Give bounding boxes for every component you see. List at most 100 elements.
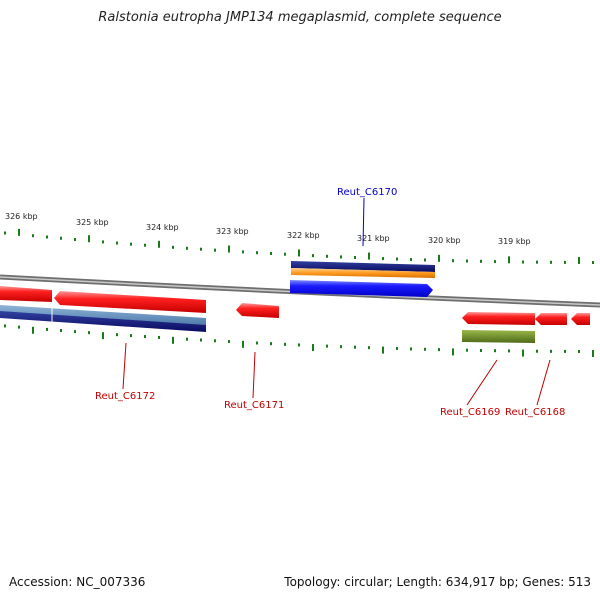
scale-label: 320 kbp xyxy=(428,236,461,245)
scale-tick xyxy=(354,345,356,349)
gene-feature-c6169-olive[interactable] xyxy=(462,330,535,343)
scale-tick xyxy=(410,347,412,351)
scale-tick xyxy=(4,324,6,328)
scale-tick xyxy=(466,259,468,263)
scale-tick xyxy=(396,257,398,261)
callout-line xyxy=(466,359,498,406)
scale-tick xyxy=(592,260,594,264)
scale-tick xyxy=(452,259,454,263)
scale-tick xyxy=(508,256,510,264)
scale-tick xyxy=(578,349,580,353)
accession-text: Accession: NC_007336 xyxy=(9,575,146,589)
scale-tick xyxy=(18,228,20,236)
scale-tick xyxy=(32,326,34,334)
scale-tick xyxy=(494,260,496,264)
scale-tick xyxy=(242,250,244,254)
map-title: Ralstonia eutropha JMP134 megaplasmid, c… xyxy=(98,10,502,25)
scale-tick xyxy=(200,338,202,342)
scale-tick xyxy=(270,342,272,346)
scale-tick xyxy=(144,335,146,339)
scale-tick xyxy=(368,346,370,350)
scale-tick xyxy=(74,330,76,334)
scale-label: 323 kbp xyxy=(216,227,249,236)
scale-tick xyxy=(382,257,384,261)
scale-label: 326 kbp xyxy=(5,212,38,221)
callout-line xyxy=(536,359,551,406)
scale-tick xyxy=(284,252,286,256)
scale-tick xyxy=(536,349,538,353)
gene-feature-c6172-main[interactable] xyxy=(54,291,206,313)
scale-label: 324 kbp xyxy=(146,223,179,232)
scale-tick xyxy=(60,236,62,240)
scale-tick xyxy=(424,347,426,351)
scale-label: 321 kbp xyxy=(357,234,390,243)
scale-tick xyxy=(424,258,426,262)
scale-tick xyxy=(214,248,216,252)
scale-ticks-lower xyxy=(4,324,594,357)
scale-tick xyxy=(494,349,496,353)
scale-tick xyxy=(550,260,552,264)
gene-feature-c6170-orange[interactable] xyxy=(291,268,435,278)
scale-tick xyxy=(74,238,76,242)
scale-tick xyxy=(340,255,342,259)
gene-feature-c6168-b[interactable] xyxy=(571,313,590,325)
scale-tick xyxy=(592,349,594,357)
scale-tick xyxy=(18,325,20,329)
scale-tick xyxy=(88,235,90,243)
scale-tick xyxy=(522,349,524,357)
scale-tick xyxy=(228,340,230,344)
scale-tick xyxy=(270,251,272,255)
scale-tick xyxy=(354,255,356,259)
gene-feature-c6169[interactable] xyxy=(462,312,535,325)
scale-tick xyxy=(88,331,90,335)
scale-tick xyxy=(32,234,34,238)
scale-tick xyxy=(102,240,104,244)
scale-tick xyxy=(298,249,300,257)
gene-label-c6168[interactable]: Reut_C6168 xyxy=(505,407,565,418)
scale-tick xyxy=(172,245,174,249)
scale-tick xyxy=(256,341,258,345)
gene-label-c6172[interactable]: Reut_C6172 xyxy=(95,391,155,402)
scale-tick xyxy=(130,242,132,246)
scale-tick xyxy=(522,260,524,264)
gene-label-c6170[interactable]: Reut_C6170 xyxy=(337,187,397,198)
gene-label-c6169[interactable]: Reut_C6169 xyxy=(440,407,500,418)
gene-feature-c6171[interactable] xyxy=(236,303,279,318)
scale-tick xyxy=(564,349,566,353)
scale-tick xyxy=(578,256,580,264)
scale-tick xyxy=(102,332,104,340)
scale-tick xyxy=(46,327,48,331)
scale-tick xyxy=(158,240,160,248)
topology-summary: Topology: circular; Length: 634,917 bp; … xyxy=(284,575,591,589)
scale-tick xyxy=(116,241,118,245)
gene-feature-c6172-left[interactable] xyxy=(0,286,52,302)
gene-feature-c6170-navy[interactable] xyxy=(291,261,435,272)
scale-tick xyxy=(466,348,468,352)
gene-feature-c6170-blue[interactable] xyxy=(290,280,433,297)
scale-tick xyxy=(396,347,398,351)
scale-tick xyxy=(312,344,314,352)
scale-tick xyxy=(144,243,146,247)
scale-tick xyxy=(480,348,482,352)
gene-label-c6171[interactable]: Reut_C6171 xyxy=(224,400,284,411)
scale-tick xyxy=(116,333,118,337)
scale-tick xyxy=(326,344,328,348)
scale-tick xyxy=(186,246,188,250)
scale-tick xyxy=(536,260,538,264)
gene-feature-c6168[interactable] xyxy=(535,313,567,325)
scale-tick xyxy=(438,254,440,262)
scale-tick xyxy=(228,245,230,253)
scale-tick xyxy=(410,258,412,262)
callout-line xyxy=(122,342,127,390)
callout-line xyxy=(252,351,256,399)
scale-label: 322 kbp xyxy=(287,231,320,240)
scale-tick xyxy=(326,254,328,258)
scale-ticks-upper xyxy=(4,228,594,264)
scale-tick xyxy=(382,346,384,354)
scale-tick xyxy=(200,247,202,251)
scale-tick xyxy=(172,336,174,344)
scale-tick xyxy=(158,335,160,339)
scale-tick xyxy=(4,231,6,235)
scale-tick xyxy=(256,251,258,255)
